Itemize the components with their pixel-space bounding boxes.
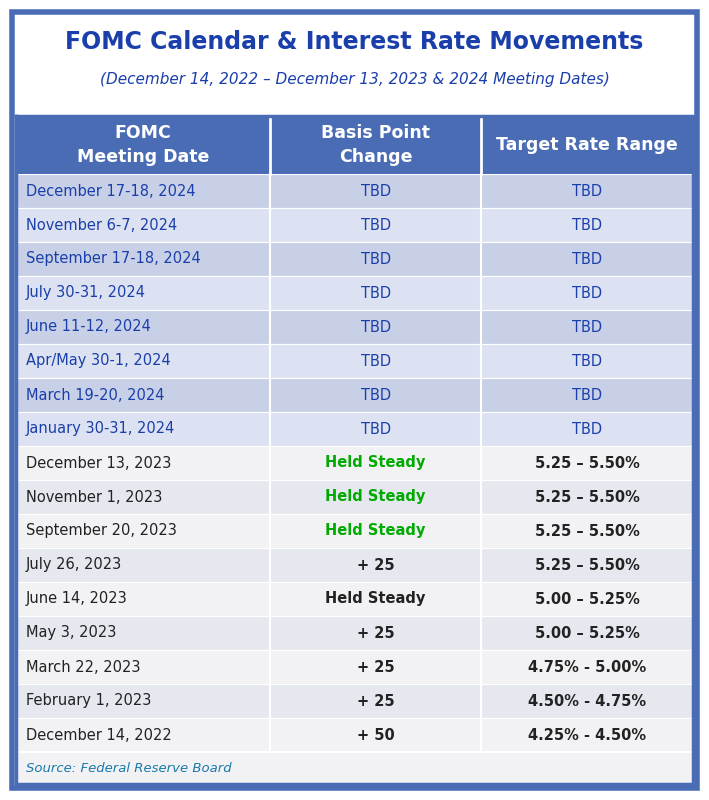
Text: + 25: + 25 — [357, 694, 394, 709]
Bar — [16, 446, 693, 480]
Bar — [16, 650, 693, 684]
Text: 5.25 – 5.50%: 5.25 – 5.50% — [535, 455, 640, 470]
Bar — [16, 276, 693, 310]
Text: TBD: TBD — [572, 387, 602, 402]
Text: July 30-31, 2024: July 30-31, 2024 — [26, 286, 146, 301]
Text: TBD: TBD — [572, 286, 602, 301]
Text: 4.50% - 4.75%: 4.50% - 4.75% — [528, 694, 647, 709]
Text: TBD: TBD — [361, 319, 391, 334]
Text: TBD: TBD — [361, 422, 391, 437]
Bar — [16, 344, 693, 378]
Text: December 14, 2022: December 14, 2022 — [26, 727, 172, 742]
Text: March 19-20, 2024: March 19-20, 2024 — [26, 387, 164, 402]
Text: July 26, 2023: July 26, 2023 — [26, 558, 122, 573]
Bar — [16, 310, 693, 344]
Text: September 17-18, 2024: September 17-18, 2024 — [26, 251, 201, 266]
Text: 5.00 – 5.25%: 5.00 – 5.25% — [535, 626, 640, 641]
Text: 5.25 – 5.50%: 5.25 – 5.50% — [535, 523, 640, 538]
Text: TBD: TBD — [572, 218, 602, 233]
Text: TBD: TBD — [572, 251, 602, 266]
Bar — [16, 582, 693, 616]
Bar — [16, 718, 693, 752]
Text: June 11-12, 2024: June 11-12, 2024 — [26, 319, 152, 334]
Text: June 14, 2023: June 14, 2023 — [26, 591, 128, 606]
Text: (December 14, 2022 – December 13, 2023 & 2024 Meeting Dates): (December 14, 2022 – December 13, 2023 &… — [99, 72, 610, 87]
Text: 5.25 – 5.50%: 5.25 – 5.50% — [535, 490, 640, 505]
Text: Held Steady: Held Steady — [325, 523, 426, 538]
Text: May 3, 2023: May 3, 2023 — [26, 626, 116, 641]
Text: TBD: TBD — [361, 183, 391, 198]
Bar — [16, 514, 693, 548]
Bar — [16, 242, 693, 276]
Text: Source: Federal Reserve Board: Source: Federal Reserve Board — [26, 762, 232, 774]
Text: January 30-31, 2024: January 30-31, 2024 — [26, 422, 175, 437]
Bar — [16, 752, 693, 784]
Bar — [16, 616, 693, 650]
Text: + 25: + 25 — [357, 558, 394, 573]
Text: FOMC Calendar & Interest Rate Movements: FOMC Calendar & Interest Rate Movements — [65, 30, 644, 54]
Text: Held Steady: Held Steady — [325, 591, 426, 606]
Text: Held Steady: Held Steady — [325, 490, 426, 505]
Bar — [16, 116, 693, 174]
Text: September 20, 2023: September 20, 2023 — [26, 523, 177, 538]
Text: Target Rate Range: Target Rate Range — [496, 136, 678, 154]
Text: 5.25 – 5.50%: 5.25 – 5.50% — [535, 558, 640, 573]
Text: Basis Point
Change: Basis Point Change — [321, 124, 430, 166]
Text: TBD: TBD — [361, 354, 391, 369]
Text: December 13, 2023: December 13, 2023 — [26, 455, 172, 470]
Text: + 50: + 50 — [357, 727, 394, 742]
Text: TBD: TBD — [572, 354, 602, 369]
Text: + 25: + 25 — [357, 659, 394, 674]
Text: TBD: TBD — [572, 422, 602, 437]
Bar — [16, 480, 693, 514]
Text: November 6-7, 2024: November 6-7, 2024 — [26, 218, 177, 233]
Text: November 1, 2023: November 1, 2023 — [26, 490, 162, 505]
Text: TBD: TBD — [361, 387, 391, 402]
Text: TBD: TBD — [572, 183, 602, 198]
Text: 4.75% - 5.00%: 4.75% - 5.00% — [528, 659, 647, 674]
Text: TBD: TBD — [361, 251, 391, 266]
Text: 4.25% - 4.50%: 4.25% - 4.50% — [528, 727, 647, 742]
Text: December 17-18, 2024: December 17-18, 2024 — [26, 183, 196, 198]
Bar — [16, 548, 693, 582]
Bar — [16, 174, 693, 208]
Text: March 22, 2023: March 22, 2023 — [26, 659, 140, 674]
Text: FOMC
Meeting Date: FOMC Meeting Date — [77, 124, 209, 166]
Bar — [16, 378, 693, 412]
Text: TBD: TBD — [572, 319, 602, 334]
Text: TBD: TBD — [361, 218, 391, 233]
Bar — [16, 412, 693, 446]
Text: 5.00 – 5.25%: 5.00 – 5.25% — [535, 591, 640, 606]
Bar — [16, 208, 693, 242]
Text: TBD: TBD — [361, 286, 391, 301]
Text: February 1, 2023: February 1, 2023 — [26, 694, 152, 709]
Text: Apr/May 30-1, 2024: Apr/May 30-1, 2024 — [26, 354, 171, 369]
Text: + 25: + 25 — [357, 626, 394, 641]
Bar — [16, 684, 693, 718]
Text: Held Steady: Held Steady — [325, 455, 426, 470]
